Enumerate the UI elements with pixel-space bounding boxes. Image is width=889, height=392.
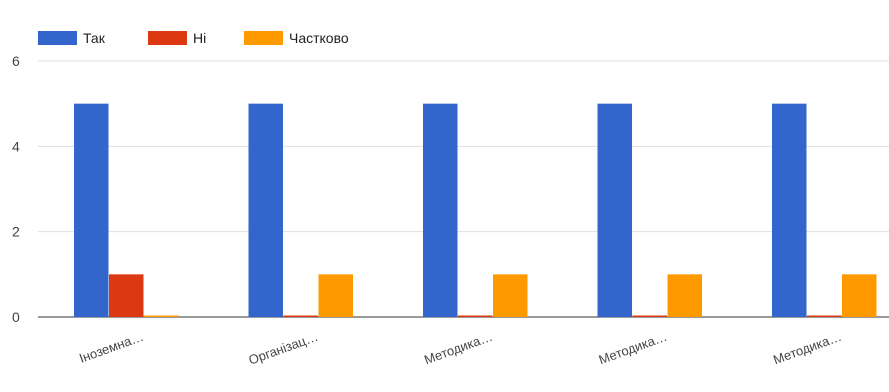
x-tick-label: Методика…	[771, 329, 843, 368]
bar-tak[interactable]	[772, 103, 807, 318]
bar-ni[interactable]	[632, 315, 668, 318]
x-tick-label: Іноземна…	[77, 329, 145, 366]
bars-layer	[74, 103, 877, 318]
bar-tak[interactable]	[74, 103, 109, 318]
legend-item[interactable]: Ні	[148, 30, 206, 46]
x-tick-label: Методика…	[422, 329, 494, 368]
legend-swatch	[244, 31, 283, 45]
legend-swatch	[38, 31, 77, 45]
x-tick-label: Методика…	[597, 329, 669, 368]
bar-tak[interactable]	[423, 103, 458, 318]
bar-ni[interactable]	[807, 315, 842, 318]
bar-chastkovo[interactable]	[318, 274, 354, 317]
y-axis-ticks: 0 2 4 6	[12, 53, 20, 325]
y-tick-label: 2	[12, 224, 20, 240]
legend-label: Частково	[289, 30, 349, 46]
bar-chastkovo[interactable]	[144, 315, 179, 318]
legend[interactable]: Так Ні Частково	[38, 30, 349, 46]
legend-label: Так	[83, 30, 106, 46]
bar-tak[interactable]	[248, 103, 284, 318]
bar-ni[interactable]	[109, 274, 144, 317]
bar-chastkovo[interactable]	[493, 274, 528, 317]
y-tick-label: 4	[12, 138, 20, 154]
legend-item[interactable]: Так	[38, 30, 106, 46]
grid-layer	[38, 60, 889, 318]
x-tick-label: Організац…	[247, 329, 320, 368]
legend-item[interactable]: Частково	[244, 30, 349, 46]
bar-tak[interactable]	[597, 103, 633, 318]
bar-ni[interactable]	[458, 315, 493, 318]
bar-chastkovo[interactable]	[667, 274, 703, 317]
bar-ni[interactable]	[283, 315, 319, 318]
legend-label: Ні	[193, 30, 206, 46]
x-axis-ticks: Іноземна… Організац… Методика… Методика… Мет…	[77, 329, 843, 368]
bar-chastkovo[interactable]	[842, 274, 877, 317]
y-tick-label: 0	[12, 309, 20, 325]
legend-swatch	[148, 31, 187, 45]
y-tick-label: 6	[12, 53, 20, 69]
